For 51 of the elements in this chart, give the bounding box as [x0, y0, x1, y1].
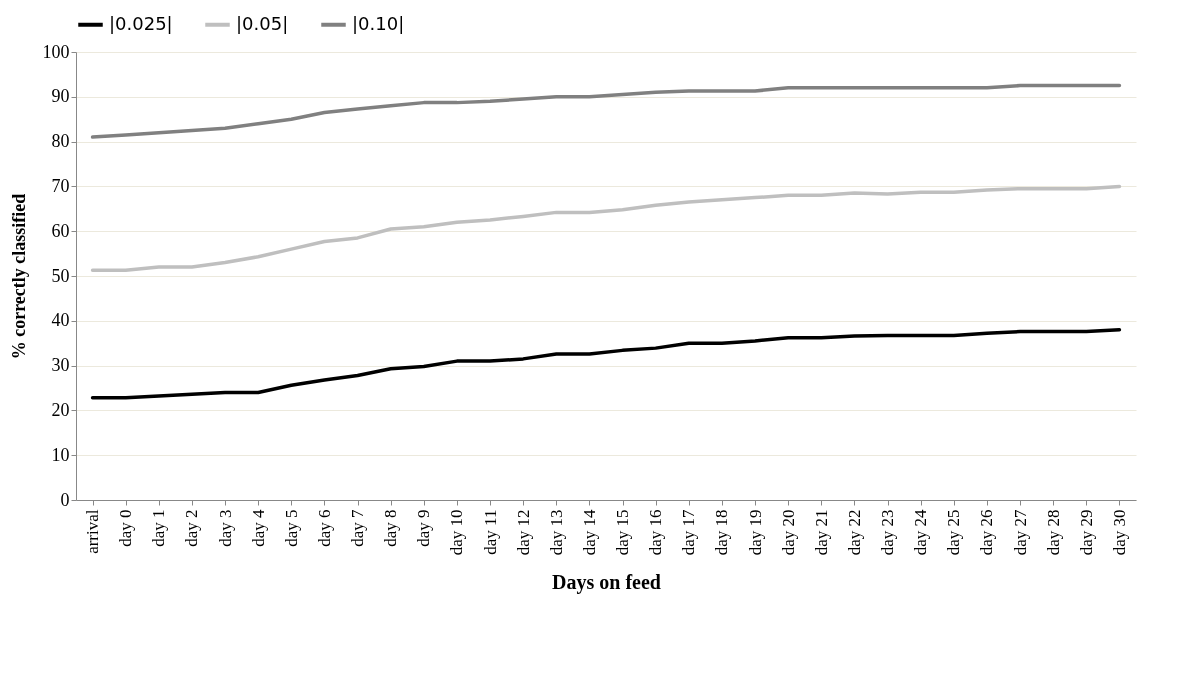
x-tick-label: day 28 — [1043, 509, 1063, 556]
x-tick-label: day 9 — [414, 509, 434, 547]
x-tick-label: day 14 — [579, 509, 599, 556]
y-tick-label: 90 — [51, 86, 70, 107]
y-tick-label: 20 — [51, 399, 70, 420]
x-tick-label: day 25 — [944, 509, 964, 556]
x-tick-label: day 16 — [646, 509, 666, 556]
x-tick-label: day 6 — [314, 509, 334, 547]
y-tick-label: 70 — [51, 175, 70, 196]
x-tick-label: day 11 — [480, 509, 500, 555]
x-tick-label: day 8 — [381, 509, 401, 547]
legend-label: |0.05| — [236, 12, 289, 34]
y-tick-label: 30 — [51, 355, 70, 376]
x-tick-label: day 4 — [248, 509, 268, 547]
x-tick-label: day 20 — [778, 509, 798, 556]
x-tick-label: day 27 — [1010, 509, 1030, 556]
y-tick-label: 40 — [51, 310, 70, 331]
legend-label: |0.10| — [352, 12, 405, 34]
x-tick-label: day 18 — [712, 509, 732, 556]
x-tick-label: day 1 — [149, 509, 169, 547]
x-axis-title: Days on feed — [552, 571, 661, 595]
x-tick-label: day 5 — [281, 509, 301, 547]
x-tick-label: day 21 — [811, 509, 831, 556]
y-tick-label: 80 — [51, 131, 70, 152]
x-tick-label: day 10 — [447, 509, 467, 556]
x-tick-label: day 29 — [1076, 509, 1096, 556]
x-tick-label: day 12 — [513, 509, 533, 556]
y-tick-label: 10 — [51, 444, 70, 465]
line-series — [90, 184, 1122, 272]
x-tick-label: day 15 — [613, 509, 633, 556]
legend-label: |0.025| — [109, 12, 173, 34]
x-tick-label: day 30 — [1109, 509, 1129, 556]
y-tick-label: 60 — [51, 220, 70, 241]
x-tick-label: day 3 — [215, 509, 235, 547]
y-tick-label: 100 — [42, 41, 70, 62]
x-tick-label: day 13 — [546, 509, 566, 556]
x-tick-label: day 22 — [844, 509, 864, 556]
x-tick-label: day 17 — [679, 509, 699, 556]
x-tick-label: day 24 — [911, 509, 931, 556]
y-tick-label: 50 — [51, 265, 70, 286]
x-tick-label: day 19 — [745, 509, 765, 556]
x-tick-label: day 2 — [182, 509, 202, 547]
x-tick-label: day 23 — [878, 509, 898, 556]
y-axis-title: % correctly classified — [8, 193, 29, 360]
line-series — [90, 328, 1122, 400]
x-tick-label: arrival — [83, 509, 103, 554]
x-tick-label: day 7 — [348, 509, 368, 547]
x-tick-label: day 26 — [977, 509, 997, 556]
x-tick-label: day 0 — [116, 509, 136, 547]
y-tick-label: 0 — [60, 489, 70, 510]
line-series — [90, 83, 1122, 139]
